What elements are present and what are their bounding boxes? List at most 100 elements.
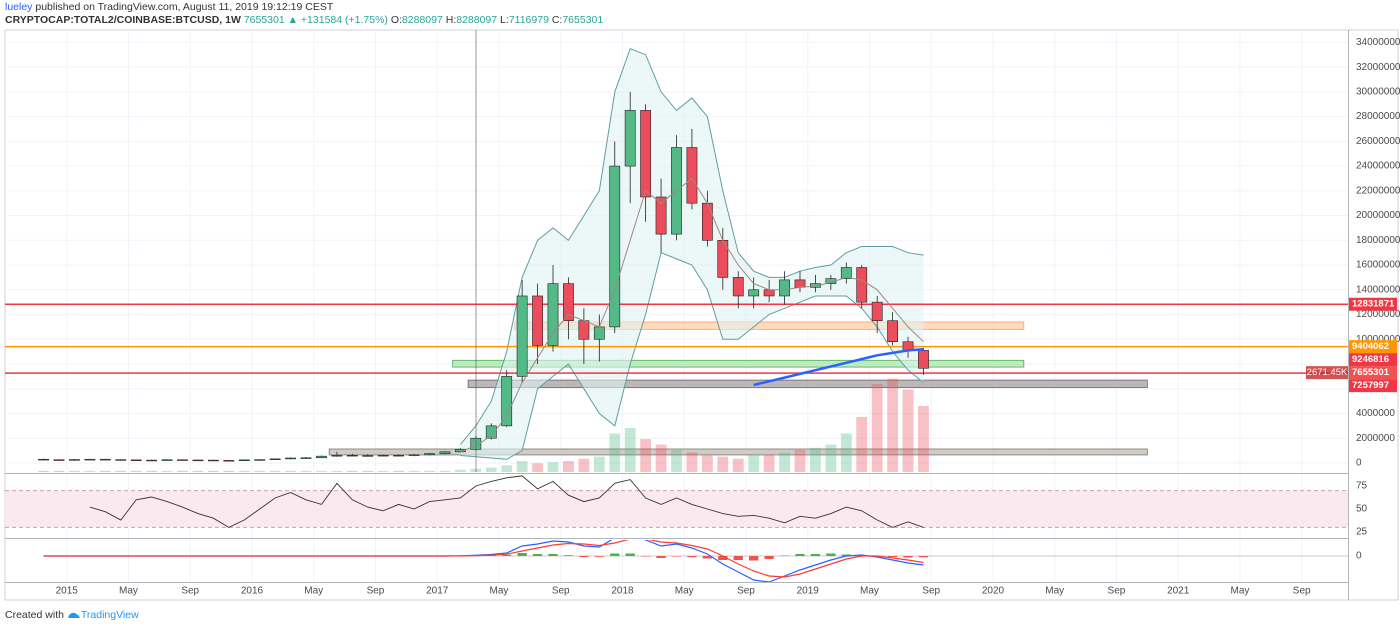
candle-body <box>655 196 667 235</box>
brand[interactable]: TradingView <box>80 609 139 621</box>
volume-bar <box>763 454 775 472</box>
macd-pane[interactable] <box>43 534 1348 582</box>
volume-bar <box>563 461 574 472</box>
volume-bar <box>547 462 559 472</box>
macd-hist <box>887 556 898 557</box>
volume-bar <box>593 456 605 472</box>
volume-bar <box>238 470 250 472</box>
y-tick-label: 22000000 <box>1356 185 1400 196</box>
macd-hist <box>687 556 697 558</box>
macd-hist <box>563 555 574 556</box>
candle-body <box>856 267 868 303</box>
volume-bar <box>377 470 389 472</box>
volume-bar <box>408 470 420 472</box>
y-tick-label: 0 <box>1356 458 1362 469</box>
volume-bar <box>115 470 127 472</box>
volume-bar <box>53 470 65 472</box>
candle-body <box>794 279 806 288</box>
candle-body <box>516 295 528 377</box>
macd-hist <box>810 554 821 556</box>
volume-bar <box>285 470 296 472</box>
rsi-line <box>89 475 924 528</box>
y-tick-label: 20000000 <box>1356 210 1400 221</box>
zone <box>467 379 1148 388</box>
x-tick-label: Sep <box>1293 586 1311 597</box>
y-tick-label: 24000000 <box>1356 161 1400 172</box>
volume-bar <box>794 450 806 472</box>
macd-hist <box>749 556 759 561</box>
candle-body <box>609 165 621 328</box>
price-label-box <box>1349 353 1397 367</box>
candle-body <box>840 267 852 279</box>
candle-body <box>424 453 435 456</box>
volume-bar <box>640 439 652 472</box>
candle-body <box>38 458 49 461</box>
publish-line: lueley published on TradingView.com, Aug… <box>5 1 603 14</box>
macd-hist <box>764 556 774 559</box>
x-tick-label: Sep <box>1108 586 1126 597</box>
macd-hist <box>640 556 651 557</box>
macd-hist <box>702 556 713 559</box>
x-tick-label: May <box>119 586 138 597</box>
candle-body <box>130 459 142 461</box>
volume-bar <box>161 470 173 472</box>
volume-bar <box>671 450 682 472</box>
volume-bar <box>624 428 636 472</box>
x-tick-label: May <box>860 586 879 597</box>
ohlc-label: C: <box>551 14 563 26</box>
volume-bar <box>856 417 868 472</box>
band-line <box>460 252 924 460</box>
candle-body <box>316 455 327 459</box>
rsi-tick-label: 75 <box>1356 481 1368 492</box>
candle-body <box>393 454 405 457</box>
y-tick-label: 26000000 <box>1356 136 1400 147</box>
author[interactable]: lueley <box>5 1 33 13</box>
candle-body <box>408 454 420 456</box>
rsi-pane[interactable] <box>5 475 1348 528</box>
candle-body <box>161 459 173 461</box>
volume-bar <box>84 470 96 472</box>
candle-body <box>146 459 158 462</box>
band-fill <box>460 48 924 460</box>
price-label-box <box>1349 340 1397 354</box>
macd-hist <box>625 553 635 556</box>
candle-body <box>732 277 744 297</box>
candle-body <box>192 459 204 462</box>
volume-bar <box>393 470 405 472</box>
volume-bar <box>655 444 667 472</box>
candle-body <box>69 459 80 461</box>
y-tick-label: 28000000 <box>1356 111 1400 122</box>
volume-bar <box>578 458 590 472</box>
price-label-box <box>1349 366 1397 380</box>
y-tick-label: 14000000 <box>1356 284 1400 295</box>
volume-bar <box>316 470 327 472</box>
x-tick-label: 2021 <box>1167 586 1190 597</box>
candle-body <box>454 449 466 453</box>
symbol: CRYPTOCAP:TOTAL2/COINBASE:BTCUSD, 1W <box>5 14 241 26</box>
volume-bar <box>516 461 528 472</box>
candle-body <box>254 459 266 461</box>
x-tick-label: 2015 <box>56 586 79 597</box>
x-tick-label: May <box>304 586 323 597</box>
y-tick-label: 2000000 <box>1356 433 1395 444</box>
candle-body <box>686 147 698 204</box>
candle-body <box>779 279 790 297</box>
x-tick-label: Sep <box>367 586 385 597</box>
logo <box>67 612 80 618</box>
volume-bar <box>362 470 374 472</box>
macd-hist <box>656 556 666 558</box>
x-tick-label: Sep <box>922 586 940 597</box>
x-tick-label: May <box>1045 586 1064 597</box>
price-tag-box <box>1306 366 1348 380</box>
candle-body <box>748 289 760 297</box>
volume-bar <box>825 444 837 472</box>
macd-tick-label: 0 <box>1356 551 1362 562</box>
y-tick-label: 12000000 <box>1356 309 1400 320</box>
candle-body <box>563 283 574 322</box>
price-pane[interactable] <box>5 47 1348 472</box>
y-tick-label: 30000000 <box>1356 86 1400 97</box>
rsi-tick-label: 25 <box>1356 527 1368 538</box>
candle-body <box>640 110 652 198</box>
y-tick-label: 4000000 <box>1356 408 1395 419</box>
candle-body <box>177 459 188 461</box>
